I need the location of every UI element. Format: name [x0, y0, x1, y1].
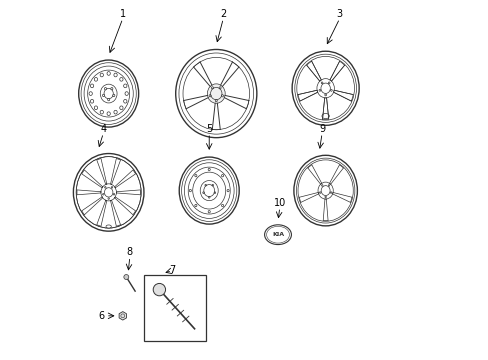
Circle shape: [123, 275, 128, 279]
Text: 4: 4: [100, 124, 106, 134]
Ellipse shape: [113, 94, 115, 96]
Ellipse shape: [102, 94, 104, 96]
Ellipse shape: [208, 168, 210, 171]
Ellipse shape: [114, 73, 117, 77]
Text: 9: 9: [318, 124, 325, 134]
Ellipse shape: [90, 84, 94, 88]
Ellipse shape: [207, 84, 225, 103]
Ellipse shape: [90, 99, 94, 103]
Ellipse shape: [120, 106, 123, 110]
Ellipse shape: [123, 99, 127, 103]
Text: KIA: KIA: [271, 232, 284, 237]
Ellipse shape: [104, 87, 106, 90]
Ellipse shape: [123, 84, 127, 88]
Ellipse shape: [194, 175, 197, 177]
Ellipse shape: [100, 110, 103, 114]
Circle shape: [153, 283, 165, 296]
Ellipse shape: [94, 106, 98, 110]
Ellipse shape: [120, 77, 123, 81]
Ellipse shape: [89, 92, 92, 95]
Text: 1: 1: [120, 9, 125, 19]
Ellipse shape: [221, 175, 223, 177]
Ellipse shape: [125, 92, 128, 95]
Ellipse shape: [100, 73, 103, 77]
Ellipse shape: [194, 204, 197, 207]
Ellipse shape: [189, 189, 191, 192]
Text: 3: 3: [336, 9, 342, 19]
Text: 10: 10: [273, 198, 285, 208]
Ellipse shape: [226, 189, 229, 192]
Text: 6: 6: [99, 311, 104, 321]
Ellipse shape: [114, 110, 117, 114]
Text: 7: 7: [169, 265, 175, 275]
Ellipse shape: [106, 225, 111, 228]
Polygon shape: [119, 312, 126, 320]
Ellipse shape: [221, 204, 223, 207]
Ellipse shape: [111, 87, 113, 90]
Ellipse shape: [107, 98, 109, 101]
Ellipse shape: [94, 77, 98, 81]
Ellipse shape: [208, 211, 210, 213]
Ellipse shape: [107, 112, 110, 116]
Text: 8: 8: [126, 247, 133, 257]
Text: 2: 2: [220, 9, 226, 19]
Text: 5: 5: [205, 124, 212, 134]
Ellipse shape: [107, 72, 110, 75]
Bar: [143, 275, 205, 341]
